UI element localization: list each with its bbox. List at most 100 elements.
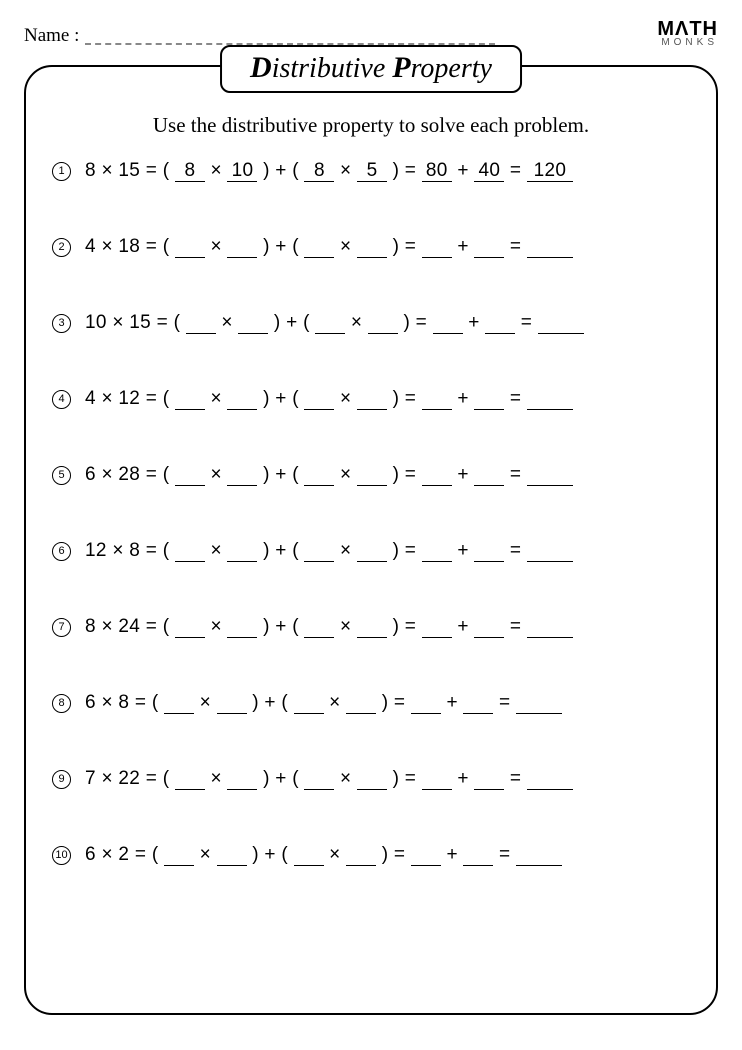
answer-blank[interactable] <box>422 467 452 486</box>
instructions-text: Use the distributive property to solve e… <box>48 113 694 138</box>
problem-number: 6 <box>52 542 71 561</box>
answer-blank[interactable] <box>516 695 562 714</box>
answer-blank[interactable] <box>227 543 257 562</box>
answer-blank[interactable] <box>422 391 452 410</box>
answer-blank[interactable] <box>227 391 257 410</box>
problem-row: 6 12 × 8 = ( × ) + ( × ) = + = <box>52 540 694 562</box>
answer-blank[interactable] <box>304 619 334 638</box>
answer-blank[interactable] <box>304 391 334 410</box>
answer-blank[interactable] <box>422 239 452 258</box>
problem-row: 86 × 8 = ( × ) + ( × ) = + = <box>52 692 694 714</box>
answer-blank[interactable] <box>357 543 387 562</box>
problem-expression: 4 × 18 = ( × ) + ( × ) = + = <box>85 236 573 258</box>
answer-blank[interactable] <box>527 391 573 410</box>
answer-blank[interactable] <box>527 771 573 790</box>
answer-blank[interactable] <box>315 315 345 334</box>
answer-blank[interactable] <box>357 239 387 258</box>
problem-row: 18 × 15 = ( 8 × 10 ) + ( 8 × 5 ) = 80 + … <box>52 160 694 182</box>
answer-blank[interactable] <box>217 695 247 714</box>
problem-expression: 8 × 15 = ( 8 × 10 ) + ( 8 × 5 ) = 80 + 4… <box>85 160 573 182</box>
answer-blank[interactable] <box>227 771 257 790</box>
problem-number: 7 <box>52 618 71 637</box>
problem-number: 5 <box>52 466 71 485</box>
answer-blank[interactable] <box>186 315 216 334</box>
answer-blank[interactable] <box>474 467 504 486</box>
answer-blank[interactable] <box>422 543 452 562</box>
answer-blank[interactable] <box>346 695 376 714</box>
problem-number: 3 <box>52 314 71 333</box>
answer-blank[interactable]: 40 <box>474 163 504 182</box>
answer-blank[interactable] <box>357 391 387 410</box>
answer-blank[interactable] <box>175 239 205 258</box>
answer-blank[interactable] <box>164 695 194 714</box>
answer-blank[interactable]: 8 <box>304 163 334 182</box>
problem-number: 10 <box>52 846 71 865</box>
answer-blank[interactable] <box>474 391 504 410</box>
answer-blank[interactable] <box>175 543 205 562</box>
answer-blank[interactable] <box>217 847 247 866</box>
problem-expression: 12 × 8 = ( × ) + ( × ) = + = <box>85 540 573 562</box>
answer-blank[interactable] <box>294 695 324 714</box>
answer-blank[interactable] <box>516 847 562 866</box>
problem-row: 3 10 × 15 = ( × ) + ( × ) = + = <box>52 312 694 334</box>
answer-blank[interactable] <box>294 847 324 866</box>
answer-blank[interactable]: 10 <box>227 163 257 182</box>
answer-blank[interactable] <box>164 847 194 866</box>
answer-blank[interactable] <box>474 543 504 562</box>
title-rest-1: istributive <box>272 53 393 84</box>
answer-blank[interactable] <box>175 771 205 790</box>
answer-blank[interactable] <box>175 391 205 410</box>
answer-blank[interactable] <box>227 619 257 638</box>
answer-blank[interactable] <box>175 619 205 638</box>
answer-blank[interactable] <box>304 771 334 790</box>
answer-blank[interactable] <box>368 315 398 334</box>
answer-blank[interactable] <box>346 847 376 866</box>
answer-blank[interactable] <box>474 239 504 258</box>
answer-blank[interactable] <box>527 543 573 562</box>
answer-blank[interactable]: 5 <box>357 163 387 182</box>
answer-blank[interactable] <box>227 239 257 258</box>
answer-blank[interactable] <box>304 239 334 258</box>
problem-row: 24 × 18 = ( × ) + ( × ) = + = <box>52 236 694 258</box>
answer-blank[interactable] <box>422 619 452 638</box>
answer-blank[interactable] <box>357 771 387 790</box>
name-field: Name : <box>24 25 495 47</box>
problem-expression: 6 × 8 = ( × ) + ( × ) = + = <box>85 692 562 714</box>
answer-blank[interactable] <box>357 467 387 486</box>
problems-list: 18 × 15 = ( 8 × 10 ) + ( 8 × 5 ) = 80 + … <box>48 160 694 866</box>
problem-expression: 10 × 15 = ( × ) + ( × ) = + = <box>85 312 584 334</box>
answer-blank[interactable] <box>485 315 515 334</box>
answer-blank[interactable] <box>304 467 334 486</box>
answer-blank[interactable] <box>527 467 573 486</box>
answer-blank[interactable] <box>304 543 334 562</box>
answer-blank[interactable]: 120 <box>527 163 573 182</box>
answer-blank[interactable] <box>538 315 584 334</box>
answer-blank[interactable] <box>227 467 257 486</box>
answer-blank[interactable] <box>357 619 387 638</box>
problem-row: 56 × 28 = ( × ) + ( × ) = + = <box>52 464 694 486</box>
answer-blank[interactable] <box>238 315 268 334</box>
problem-row: 10 6 × 2 = ( × ) + ( × ) = + = <box>52 844 694 866</box>
answer-blank[interactable] <box>527 619 573 638</box>
answer-blank[interactable] <box>474 771 504 790</box>
logo-top-text: MΛTH <box>657 20 718 38</box>
logo-bottom-text: MONKS <box>657 38 718 47</box>
answer-blank[interactable] <box>411 695 441 714</box>
answer-blank[interactable] <box>463 847 493 866</box>
title-cap-2: P <box>392 51 410 84</box>
answer-blank[interactable] <box>411 847 441 866</box>
problem-number: 4 <box>52 390 71 409</box>
answer-blank[interactable]: 80 <box>422 163 452 182</box>
problem-number: 9 <box>52 770 71 789</box>
brand-logo: MΛTH MONKS <box>657 20 718 47</box>
answer-blank[interactable] <box>175 467 205 486</box>
answer-blank[interactable] <box>527 239 573 258</box>
answer-blank[interactable] <box>422 771 452 790</box>
answer-blank[interactable] <box>463 695 493 714</box>
worksheet-header: Name : MΛTH MONKS <box>24 20 718 47</box>
answer-blank[interactable]: 8 <box>175 163 205 182</box>
problem-expression: 6 × 2 = ( × ) + ( × ) = + = <box>85 844 562 866</box>
answer-blank[interactable] <box>474 619 504 638</box>
answer-blank[interactable] <box>433 315 463 334</box>
worksheet-title: Distributive Property <box>220 45 522 93</box>
